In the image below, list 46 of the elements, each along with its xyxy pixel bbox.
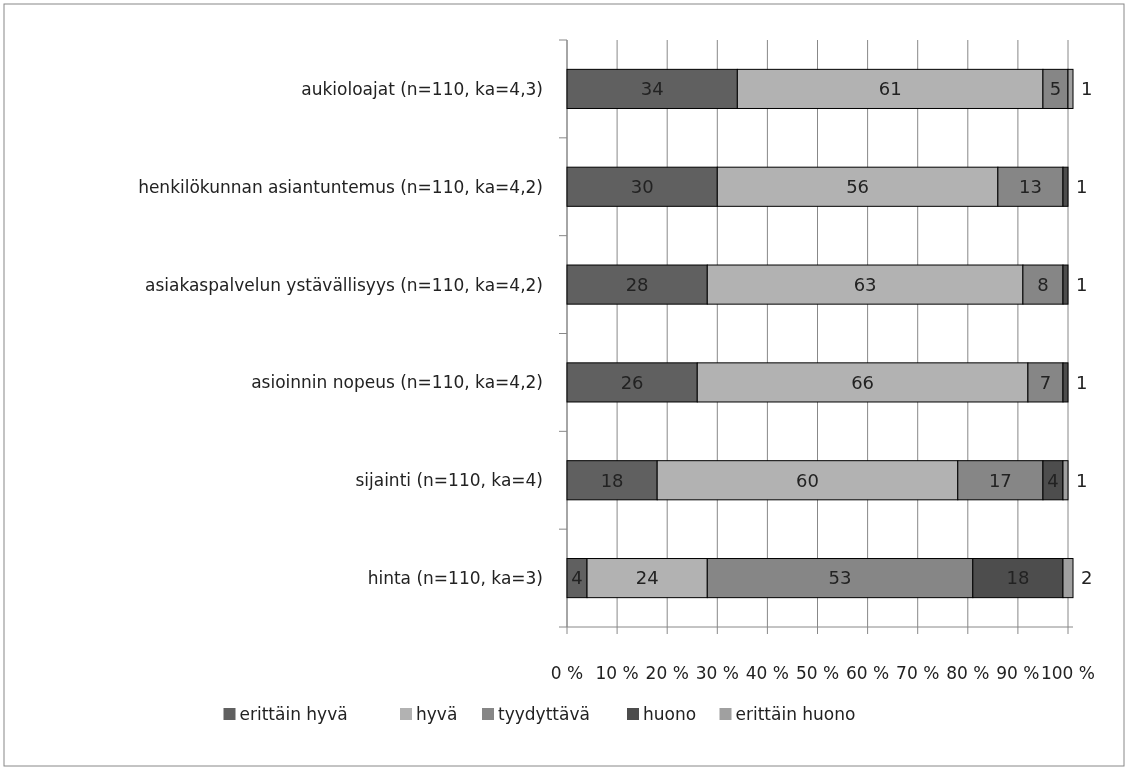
data-label: 56 — [846, 176, 870, 198]
legend-label: erittäin hyvä — [239, 703, 348, 724]
data-label: 63 — [853, 273, 877, 295]
legend-label: tyydyttävä — [498, 703, 590, 724]
data-label: 1 — [1081, 78, 1093, 100]
data-label: 4 — [571, 567, 583, 589]
legend-label: hyvä — [416, 703, 458, 724]
data-label: 60 — [796, 469, 819, 491]
data-label: 13 — [1018, 176, 1042, 198]
legend-label: huono — [643, 703, 697, 724]
x-tick-label: 70 % — [896, 663, 940, 683]
data-label: 24 — [635, 567, 659, 589]
data-label: 8 — [1037, 273, 1049, 295]
data-label: 1 — [1076, 469, 1088, 491]
y-tick-label: sijainti (n=110, ka=4) — [355, 470, 543, 491]
data-label: 30 — [630, 176, 654, 198]
y-tick-label: asiakaspalvelun ystävällisyys (n=110, ka=4,2) — [144, 274, 543, 295]
y-tick-label: henkilökunnan asiantuntemus (n=110, ka=4,2) — [138, 176, 543, 197]
data-label: 28 — [625, 273, 649, 295]
data-label: 17 — [988, 469, 1012, 491]
x-tick-label: 40 % — [745, 663, 789, 683]
data-label: 26 — [620, 371, 644, 393]
x-tick-label: 100 % — [1040, 663, 1096, 683]
data-label: 1 — [1076, 371, 1088, 393]
data-label: 7 — [1039, 371, 1052, 393]
x-tick-label: 0 % — [550, 663, 584, 683]
y-tick-label: asioinnin nopeus (n=110, ka=4,2) — [251, 372, 543, 393]
data-label: 1 — [1076, 176, 1088, 198]
data-label: 61 — [878, 78, 902, 100]
data-label: 34 — [640, 78, 664, 100]
data-label: 1 — [1076, 273, 1088, 295]
y-tick-label: aukioloajat (n=110, ka=4,3) — [301, 78, 543, 99]
data-label: 2 — [1081, 567, 1093, 589]
x-tick-label: 60 % — [846, 663, 890, 683]
data-label: 53 — [828, 567, 852, 589]
legend-label: erittäin huono — [735, 703, 856, 724]
data-label: 18 — [600, 469, 624, 491]
x-tick-label: 10 % — [595, 663, 639, 683]
x-tick-label: 50 % — [795, 663, 840, 683]
x-tick-label: 80 % — [946, 663, 990, 683]
data-label: 5 — [1049, 78, 1062, 100]
y-tick-label: hinta (n=110, ka=3) — [367, 568, 543, 589]
data-label: 66 — [851, 371, 875, 393]
x-tick-label: 90 % — [996, 663, 1040, 683]
x-tick-label: 20 % — [645, 663, 689, 683]
x-tick-label: 30 % — [695, 663, 739, 683]
